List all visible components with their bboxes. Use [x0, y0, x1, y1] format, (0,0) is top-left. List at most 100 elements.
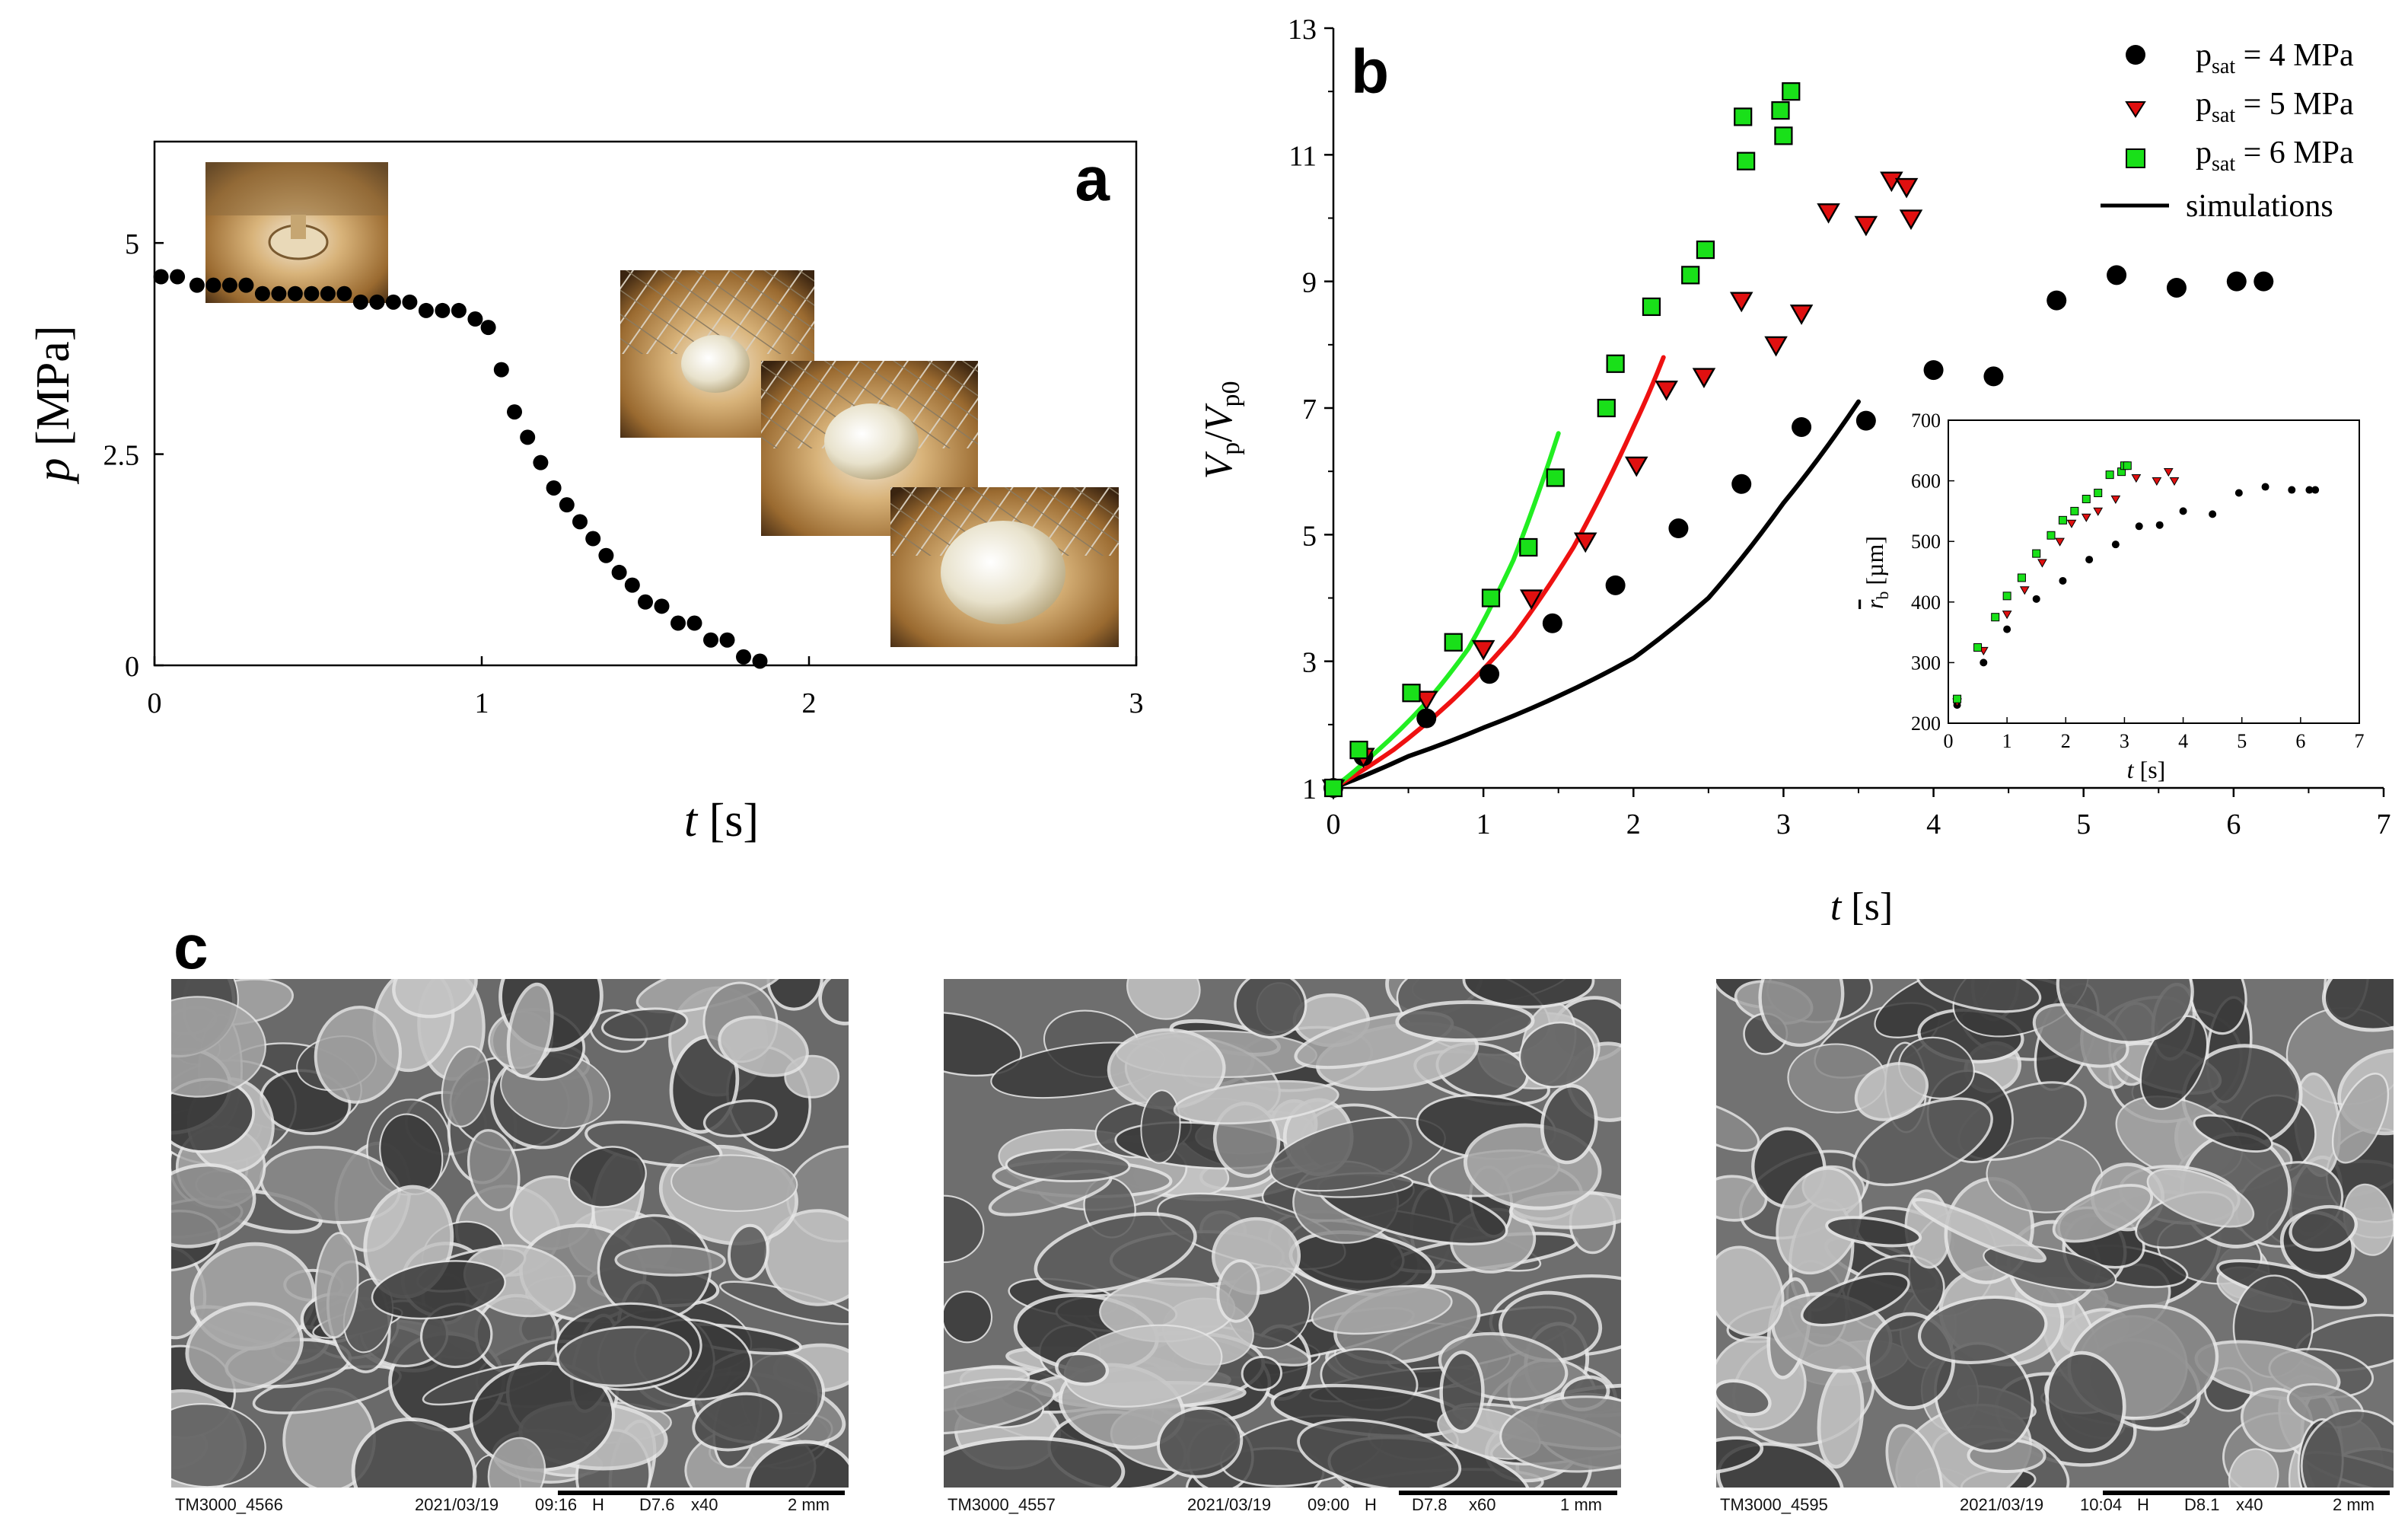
panel-b-xlabel: t [s] — [1830, 885, 1893, 929]
sem-mode-1: H — [592, 1495, 604, 1514]
foam-cell — [1499, 1395, 1621, 1473]
data-point-square — [1481, 588, 1501, 607]
x-tick-label: 0 — [148, 687, 162, 719]
inset-point-square — [1973, 643, 1983, 652]
data-point-circle — [2166, 277, 2187, 298]
panel-a-frame — [153, 140, 1138, 667]
foam-cell — [1439, 1350, 1485, 1433]
legend-entry-4mpa: psat = 4 MPa — [2196, 38, 2354, 78]
data-point-circle — [1792, 416, 1812, 437]
pressure-point — [736, 649, 751, 665]
foam-cell — [1462, 979, 1595, 1009]
foam-cell — [2193, 1114, 2273, 1153]
foam-cell — [1140, 1089, 1181, 1164]
foam-cell — [392, 979, 478, 1019]
inset-y-tick-label: 500 — [1911, 531, 1941, 553]
foam-cell — [568, 1146, 647, 1208]
pressure-point — [221, 277, 237, 293]
pressure-point — [320, 285, 336, 301]
inset-point-square — [2094, 489, 2103, 498]
panel-b-legend: psat = 4 MPa psat = 5 MPa psat = 6 MPa s… — [2101, 38, 2354, 224]
data-point-triangle-down — [1764, 336, 1788, 357]
photo-sample-expand-2 — [761, 361, 978, 536]
pressure-point — [304, 285, 320, 301]
inset-x-tick-label: 2 — [2061, 730, 2071, 752]
pressure-point — [352, 294, 368, 310]
data-point-square — [1444, 633, 1463, 652]
data-point-square — [1546, 468, 1565, 487]
foam-cell — [1716, 1436, 1764, 1475]
pressure-point — [153, 269, 169, 285]
sem-image-3 — [1716, 979, 2394, 1488]
data-point-triangle-down — [1414, 690, 1438, 712]
foam-cell — [185, 1302, 304, 1393]
data-point-triangle-down — [1624, 456, 1648, 477]
data-point-square — [1349, 740, 1368, 760]
foam-cell — [1241, 1355, 1282, 1392]
inset-x-tick-label: 5 — [2237, 730, 2247, 752]
panel-b-label: b — [1351, 37, 1389, 107]
inset-point-square — [2046, 531, 2056, 540]
sem-id-2: TM3000_4557 — [948, 1495, 1056, 1514]
data-point-circle — [2254, 271, 2274, 292]
data-point-circle — [1416, 708, 1437, 729]
x-tick-label: 2 — [802, 687, 817, 719]
inset-point-circle — [2311, 486, 2320, 494]
pressure-point — [670, 615, 686, 631]
inset-xlabel: t [s] — [2127, 756, 2166, 783]
foam-cell — [1055, 1351, 1110, 1386]
data-point-square — [1734, 107, 1753, 126]
sem-scale-2: 1 mm — [1560, 1495, 1602, 1514]
inset-x-tick-label: 6 — [2295, 730, 2305, 752]
y-tick-label: 7 — [1302, 394, 1317, 426]
foam-cell — [818, 979, 849, 1025]
x-tick-label: 0 — [1327, 808, 1341, 840]
inset-point-circle — [2032, 595, 2040, 603]
pressure-point — [624, 577, 640, 593]
inset-x-tick-label: 4 — [2178, 730, 2188, 752]
sem-wd-2: D7.8 — [1412, 1495, 1448, 1514]
pressure-point — [480, 320, 496, 336]
inset-point-circle — [2209, 510, 2217, 518]
foam-cell — [944, 1290, 993, 1344]
data-point-circle — [1923, 360, 1944, 381]
foam-cell — [1540, 1083, 1598, 1165]
inset-point-triangle-down — [2131, 474, 2142, 483]
y-tick-label: 13 — [1288, 14, 1317, 46]
foam-cell — [1395, 1000, 1535, 1042]
pressure-point — [493, 362, 509, 378]
foam-cell — [2331, 1073, 2390, 1164]
foam-cell — [944, 1377, 1056, 1435]
pressure-point — [189, 277, 205, 293]
sem-scalebar-3 — [2103, 1491, 2390, 1495]
foam-cell — [944, 1011, 1022, 1077]
inset-point-square — [2032, 549, 2041, 558]
sem-caption-2: TM3000_4557 2021/03/19 09:00 H D7.8 x60 … — [944, 1491, 1621, 1516]
data-point-circle — [1542, 613, 1562, 633]
inset-point-triangle-down — [2163, 468, 2174, 477]
pressure-point — [598, 547, 614, 563]
sem-time-3: 10:04 — [2080, 1495, 2123, 1514]
inset-point-square — [2082, 494, 2091, 503]
data-point-square — [1597, 398, 1616, 418]
panel-a: 0 1 2 3 0 2.5 5 — [27, 140, 1144, 847]
sem-mag-2: x60 — [1469, 1495, 1496, 1514]
pressure-point — [572, 514, 588, 530]
inset-point-triangle-down — [2081, 513, 2091, 522]
foam-cell — [351, 1417, 477, 1488]
foam-cell — [506, 982, 554, 1078]
simulation-line — [1331, 431, 1561, 790]
y-tick-label: 1 — [1302, 773, 1317, 805]
sem-scalebar-1 — [558, 1491, 845, 1495]
x-tick-label: 5 — [2076, 808, 2091, 840]
inset-point-circle — [2003, 625, 2011, 633]
data-point-triangle-down — [1573, 532, 1597, 553]
inset-x-tick-label: 0 — [1944, 730, 1954, 752]
foam-cell — [1912, 1197, 2046, 1263]
panel-c-label: c — [174, 913, 209, 982]
data-point-triangle-down — [1817, 203, 1840, 224]
x-tick-label: 1 — [1476, 808, 1491, 840]
sem-mode-3: H — [2137, 1495, 2149, 1514]
pressure-point — [254, 285, 270, 301]
pressure-point — [585, 531, 601, 547]
